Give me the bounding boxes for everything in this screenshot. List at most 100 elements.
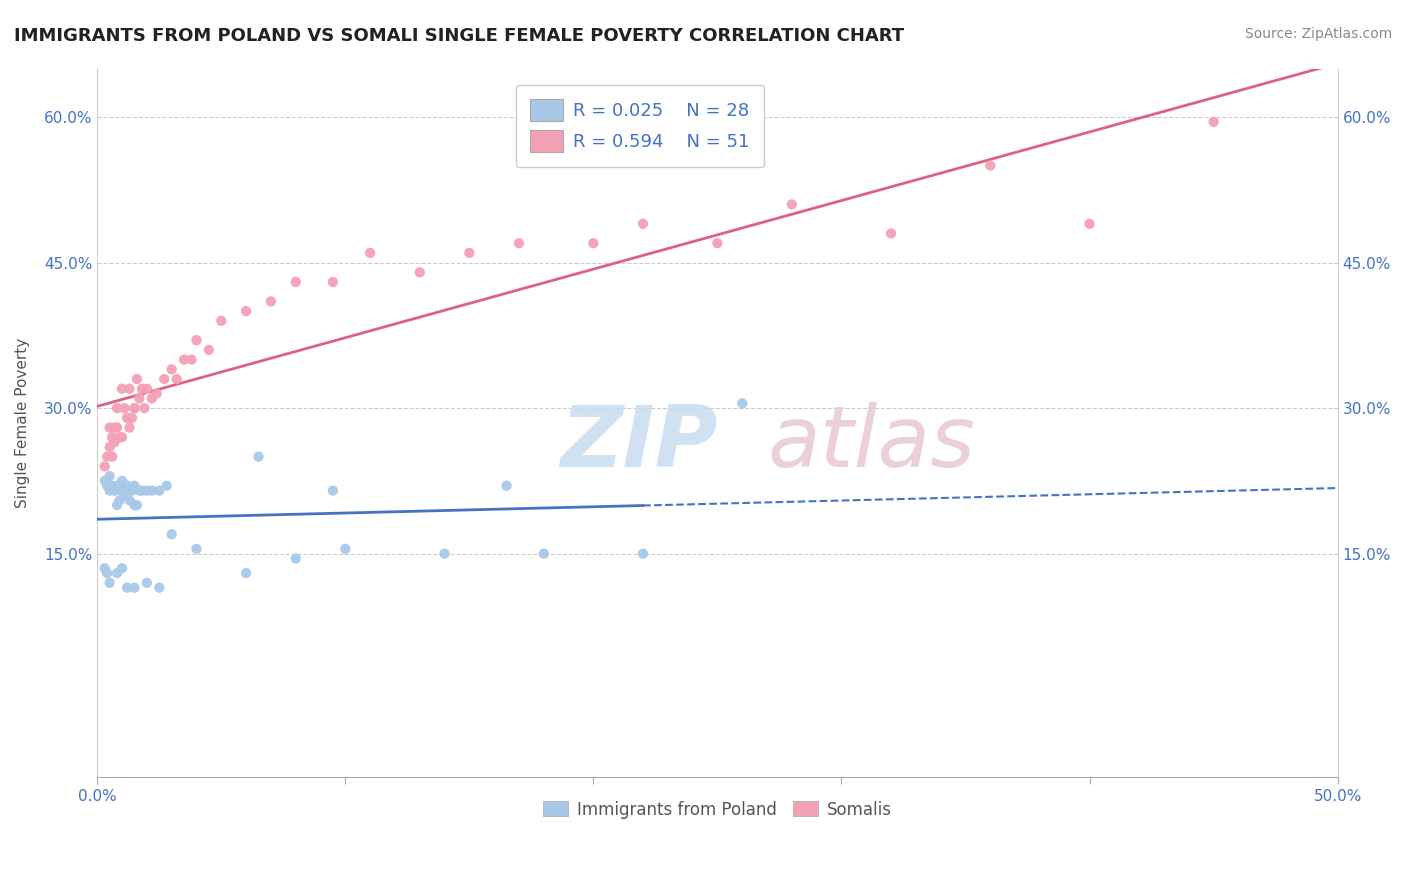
Point (135, 575, 157, 590)
Point (582, 236, 605, 251)
Point (508, 236, 530, 251)
Point (118, 420, 141, 434)
Point (111, 483, 134, 498)
Point (115, 479, 138, 493)
Point (458, 246, 481, 260)
Point (98, 575, 121, 590)
Point (731, 396, 754, 410)
Point (105, 479, 128, 493)
Point (141, 392, 163, 406)
Point (96, 450, 118, 464)
Text: atlas: atlas (768, 402, 974, 485)
Point (105, 566, 128, 580)
Point (134, 401, 156, 416)
Point (780, 197, 803, 211)
Point (114, 488, 136, 502)
Point (104, 420, 127, 434)
Point (533, 547, 555, 561)
Point (631, 217, 654, 231)
Point (101, 479, 124, 493)
Point (186, 541, 208, 556)
Point (98, 440, 121, 454)
Point (101, 430, 124, 444)
Point (148, 483, 170, 498)
Point (160, 527, 183, 541)
Point (111, 561, 134, 575)
Point (131, 483, 153, 498)
Point (247, 450, 270, 464)
Point (108, 493, 131, 508)
Point (706, 236, 728, 251)
Point (235, 304, 257, 318)
Point (156, 479, 179, 493)
Point (284, 551, 307, 566)
Text: Source: ZipAtlas.com: Source: ZipAtlas.com (1244, 27, 1392, 41)
Point (111, 430, 134, 444)
Point (131, 382, 153, 396)
Point (979, 159, 1001, 173)
Point (98, 483, 121, 498)
Point (198, 343, 221, 357)
Point (125, 498, 148, 512)
Point (433, 547, 456, 561)
Point (104, 483, 127, 498)
Point (114, 401, 136, 416)
Point (235, 566, 257, 580)
Point (359, 246, 381, 260)
Point (124, 401, 146, 416)
Point (98, 469, 121, 483)
Point (115, 410, 138, 425)
Y-axis label: Single Female Poverty: Single Female Poverty (15, 337, 30, 508)
Text: ZIP: ZIP (560, 402, 717, 485)
Point (121, 483, 143, 498)
Point (105, 420, 128, 434)
Point (128, 483, 150, 498)
Text: IMMIGRANTS FROM POLAND VS SOMALI SINGLE FEMALE POVERTY CORRELATION CHART: IMMIGRANTS FROM POLAND VS SOMALI SINGLE … (14, 27, 904, 45)
Point (631, 547, 654, 561)
Point (105, 498, 128, 512)
Point (186, 333, 208, 347)
Point (209, 314, 232, 328)
Point (173, 352, 195, 367)
Point (104, 435, 127, 450)
Point (124, 498, 146, 512)
Point (101, 450, 124, 464)
Point (118, 493, 141, 508)
Point (160, 362, 183, 376)
Point (124, 479, 146, 493)
Point (322, 483, 344, 498)
Point (409, 265, 432, 279)
Point (108, 430, 131, 444)
Point (124, 401, 146, 416)
Point (495, 479, 517, 493)
Point (1202, 115, 1225, 129)
Point (180, 352, 202, 367)
Point (93, 459, 115, 474)
Point (124, 581, 146, 595)
Point (111, 474, 134, 488)
Point (880, 227, 903, 241)
Point (128, 392, 150, 406)
Point (135, 382, 157, 396)
Point (148, 581, 170, 595)
Point (121, 410, 143, 425)
Point (153, 372, 176, 386)
Point (146, 386, 169, 401)
Point (98, 420, 121, 434)
Point (93, 474, 115, 488)
Point (125, 372, 148, 386)
Point (284, 275, 307, 289)
Point (335, 541, 357, 556)
Point (322, 275, 344, 289)
Point (111, 382, 134, 396)
Point (118, 382, 141, 396)
Point (93, 561, 115, 575)
Point (96, 566, 118, 580)
Point (260, 294, 283, 309)
Point (105, 401, 128, 416)
Legend: Immigrants from Poland, Somalis: Immigrants from Poland, Somalis (537, 794, 898, 825)
Point (135, 483, 157, 498)
Point (166, 372, 188, 386)
Point (115, 581, 138, 595)
Point (96, 479, 118, 493)
